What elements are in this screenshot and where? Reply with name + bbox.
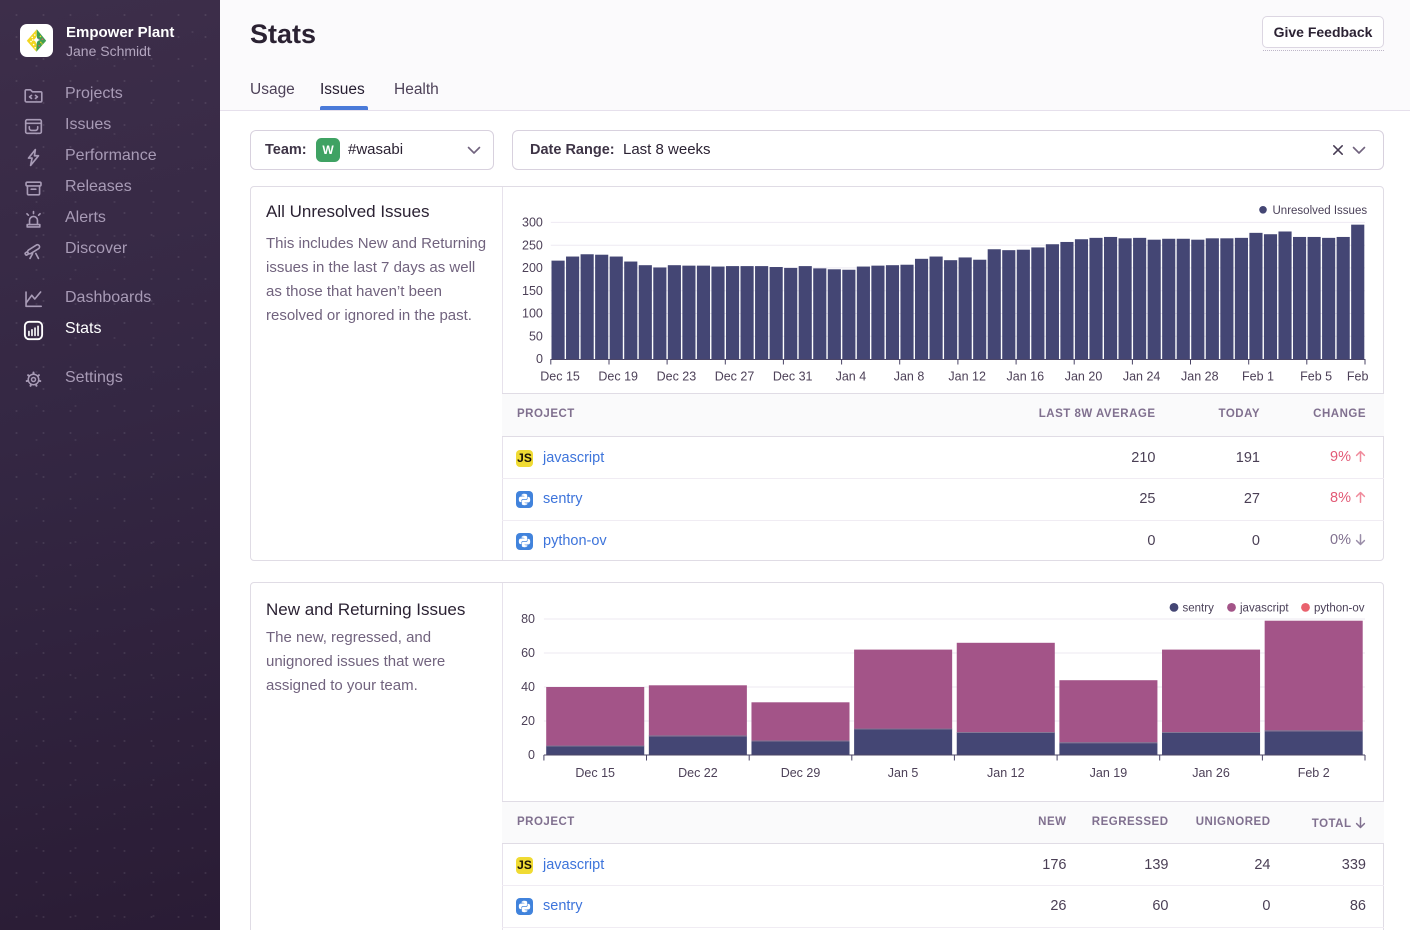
svg-text:Dec 23: Dec 23: [656, 370, 696, 384]
svg-text:Jan 12: Jan 12: [948, 370, 986, 384]
svg-text:0: 0: [528, 748, 535, 762]
svg-text:python-ov: python-ov: [1314, 602, 1365, 614]
svg-text:80: 80: [521, 612, 535, 626]
svg-text:Jan 19: Jan 19: [1089, 766, 1127, 780]
svg-text:Jan 26: Jan 26: [1192, 766, 1230, 780]
svg-text:javascript: javascript: [1239, 602, 1289, 614]
svg-text:250: 250: [522, 238, 543, 252]
svg-text:Feb 2: Feb 2: [1297, 766, 1329, 780]
svg-text:Jan 8: Jan 8: [893, 370, 924, 384]
svg-text:Jan 24: Jan 24: [1122, 370, 1160, 384]
svg-text:Jan 16: Jan 16: [1006, 370, 1044, 384]
svg-text:Dec 15: Dec 15: [575, 766, 615, 780]
svg-text:Jan 20: Jan 20: [1064, 370, 1102, 384]
svg-text:20: 20: [521, 714, 535, 728]
svg-text:Jan 5: Jan 5: [887, 766, 918, 780]
svg-text:Dec 22: Dec 22: [678, 766, 718, 780]
svg-text:0: 0: [535, 352, 542, 366]
svg-text:sentry: sentry: [1182, 602, 1214, 614]
svg-text:Dec 31: Dec 31: [772, 370, 812, 384]
svg-text:Jan 28: Jan 28: [1181, 370, 1219, 384]
svg-text:Feb: Feb: [1346, 370, 1368, 384]
svg-text:60: 60: [521, 646, 535, 660]
svg-text:200: 200: [522, 261, 543, 275]
svg-text:40: 40: [521, 680, 535, 694]
svg-text:Dec 29: Dec 29: [780, 766, 820, 780]
svg-text:Dec 19: Dec 19: [598, 370, 638, 384]
svg-text:300: 300: [522, 216, 543, 230]
svg-text:Feb 1: Feb 1: [1242, 370, 1274, 384]
svg-text:100: 100: [522, 307, 543, 321]
svg-text:50: 50: [528, 329, 542, 343]
svg-text:Dec 27: Dec 27: [714, 370, 754, 384]
svg-text:Dec 15: Dec 15: [540, 370, 580, 384]
svg-text:Feb 5: Feb 5: [1300, 370, 1332, 384]
svg-text:Jan 12: Jan 12: [987, 766, 1025, 780]
svg-text:Unresolved Issues: Unresolved Issues: [1272, 205, 1367, 217]
svg-text:150: 150: [522, 284, 543, 298]
svg-text:Jan 4: Jan 4: [835, 370, 866, 384]
